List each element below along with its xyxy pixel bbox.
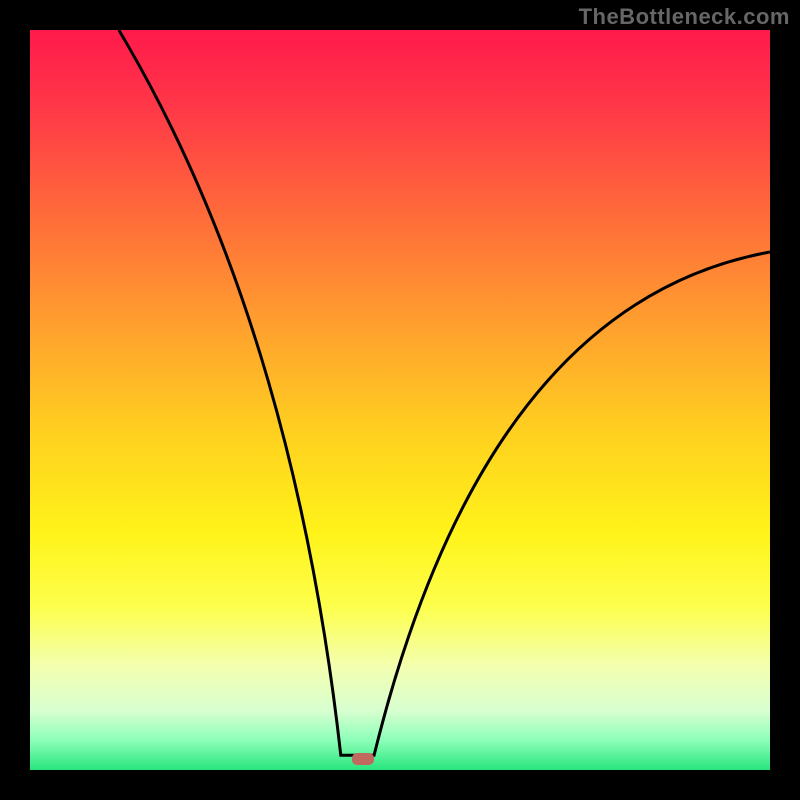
bottleneck-curve: [119, 30, 770, 755]
watermark-label: TheBottleneck.com: [579, 4, 790, 30]
plot-area: [30, 30, 770, 770]
optimum-marker: [352, 753, 374, 765]
curve-svg: [30, 30, 770, 770]
outer-frame: TheBottleneck.com: [0, 0, 800, 800]
